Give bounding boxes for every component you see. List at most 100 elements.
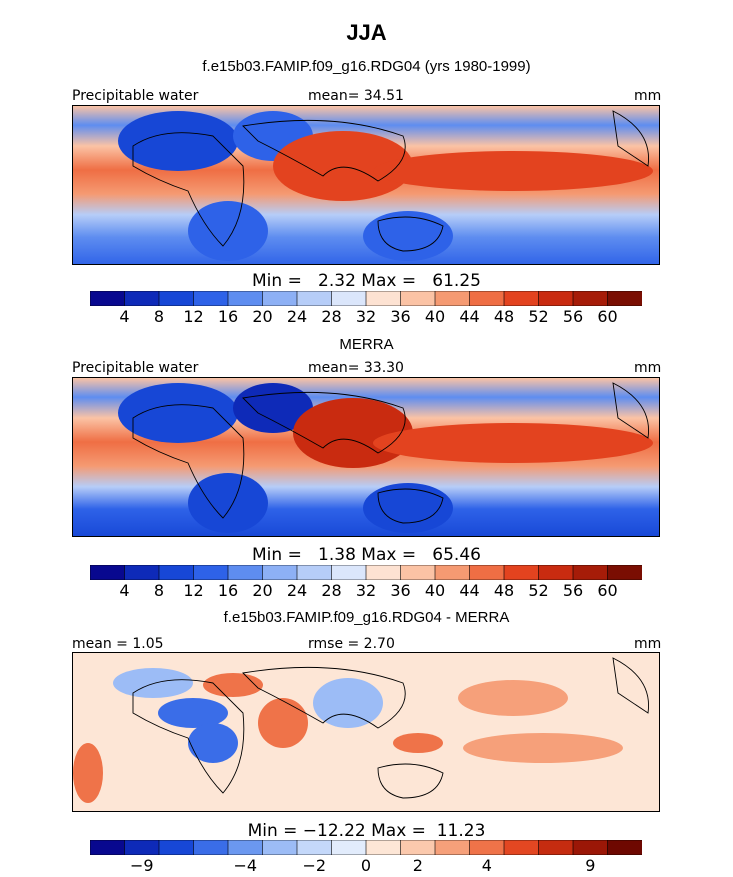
panel2-coast-asia bbox=[242, 391, 406, 454]
colorbar-tick-label: 52 bbox=[528, 581, 549, 600]
panel3-congo-negative bbox=[188, 723, 238, 763]
colorbar-swatch bbox=[124, 840, 160, 855]
colorbar-tick-label: 16 bbox=[217, 581, 239, 600]
panel3-coast-australia bbox=[377, 763, 444, 799]
panel3-east-africa-positive bbox=[258, 698, 308, 748]
colorbar-swatch bbox=[158, 291, 195, 306]
panel2-south-africa-dry bbox=[188, 473, 268, 533]
panel2-pacific-wet bbox=[373, 423, 653, 463]
colorbar-tick-label: 52 bbox=[528, 307, 549, 326]
colorbar-tick-label: 56 bbox=[562, 307, 584, 326]
colorbar-swatch bbox=[503, 565, 540, 580]
colorbar-tick-label: 28 bbox=[321, 307, 342, 326]
panel3-coast-america bbox=[612, 657, 650, 714]
colorbar-swatch bbox=[538, 840, 574, 855]
colorbar-tick-label: 8 bbox=[153, 307, 165, 326]
colorbar-swatch bbox=[262, 565, 298, 580]
panel3-negative-nw bbox=[113, 668, 193, 698]
colorbar-tick-label: 2 bbox=[412, 856, 423, 875]
colorbar-tick-label: 60 bbox=[597, 307, 618, 326]
panel3-map-svg bbox=[73, 653, 659, 811]
colorbar-swatch bbox=[469, 565, 505, 580]
panel3-map bbox=[72, 652, 660, 812]
colorbar-tick-label: −9 bbox=[130, 856, 154, 875]
colorbar-swatch bbox=[365, 565, 402, 580]
colorbar-swatch bbox=[262, 291, 298, 306]
panel3-coast-africa bbox=[132, 679, 245, 794]
panel3-colorbar bbox=[90, 840, 642, 855]
colorbar-tick-label: 40 bbox=[424, 581, 446, 600]
colorbar-tick-label: 48 bbox=[493, 581, 515, 600]
panel2-coast-america bbox=[612, 382, 650, 439]
colorbar-tick-label: 4 bbox=[119, 307, 130, 326]
colorbar-swatch bbox=[296, 291, 333, 306]
panel2-title: MERRA bbox=[339, 336, 394, 353]
colorbar-swatch bbox=[296, 840, 333, 855]
colorbar-tick-label: 40 bbox=[424, 307, 446, 326]
panel1-variable-label: Precipitable water bbox=[72, 88, 199, 104]
panel3-title: f.e15b03.FAMIP.f09_g16.RDG04 - MERRA bbox=[223, 609, 510, 626]
panel2-colorbar-svg bbox=[90, 565, 642, 580]
panel2-coast-africa bbox=[132, 404, 245, 519]
colorbar-tick-label: 48 bbox=[493, 307, 515, 326]
colorbar-swatch bbox=[503, 291, 540, 306]
colorbar-tick-label: 56 bbox=[562, 581, 584, 600]
colorbar-tick-label: 8 bbox=[153, 581, 165, 600]
panel3-north-africa-positive bbox=[203, 673, 263, 697]
colorbar-swatch bbox=[193, 291, 229, 306]
colorbar-swatch bbox=[227, 840, 264, 855]
panel3-maritime-positive bbox=[393, 733, 443, 753]
panel1-coast-africa bbox=[132, 132, 245, 247]
colorbar-tick-label: 20 bbox=[252, 307, 273, 326]
panel1-sahara-dry bbox=[118, 111, 238, 171]
panel1-map bbox=[72, 105, 660, 265]
colorbar-tick-label: 20 bbox=[252, 581, 273, 600]
colorbar-swatch bbox=[538, 565, 574, 580]
panel2-sahara-dry bbox=[118, 383, 238, 443]
colorbar-swatch bbox=[400, 840, 436, 855]
colorbar-tick-label: 12 bbox=[183, 307, 204, 326]
colorbar-swatch bbox=[158, 840, 195, 855]
panel2-units-label: mm bbox=[634, 360, 662, 376]
colorbar-swatch bbox=[262, 840, 298, 855]
colorbar-swatch bbox=[296, 565, 333, 580]
panel1-colorbar-svg bbox=[90, 291, 642, 306]
panel3-sahel-negative bbox=[158, 698, 228, 728]
colorbar-swatch bbox=[572, 565, 609, 580]
panel1-south-africa-dry bbox=[188, 201, 268, 261]
panel3-spacific-positive bbox=[463, 733, 623, 763]
colorbar-tick-label: 44 bbox=[459, 307, 480, 326]
panel1-minmax: Min = 2.32 Max = 61.25 bbox=[252, 271, 481, 291]
colorbar-swatch bbox=[469, 291, 505, 306]
panel1-colorbar-ticks: 4 8 12 16 20 24 28 32 36 40 44 48 52 56 60 bbox=[90, 307, 642, 327]
colorbar-tick-label: 36 bbox=[390, 307, 411, 326]
panel2-colorbar-ticks: 4 8 12 16 20 24 28 32 36 40 44 48 52 56 60 bbox=[90, 581, 642, 601]
panel3-units-label: mm bbox=[634, 636, 662, 652]
colorbar-tick-label: 16 bbox=[217, 307, 239, 326]
colorbar-swatch bbox=[193, 565, 229, 580]
colorbar-tick-label: 0 bbox=[360, 856, 372, 875]
colorbar-swatch bbox=[607, 840, 642, 855]
colorbar-swatch bbox=[90, 840, 126, 855]
panel1-coast-america bbox=[612, 110, 650, 167]
colorbar-swatch bbox=[158, 565, 195, 580]
colorbar-tick-label: 32 bbox=[355, 581, 377, 600]
panel1-colorbar bbox=[90, 291, 642, 306]
panel1-australia-dry bbox=[363, 211, 453, 261]
panel2-map bbox=[72, 377, 660, 537]
colorbar-swatch bbox=[434, 565, 471, 580]
figure-title: JJA bbox=[346, 20, 387, 45]
colorbar-tick-label: 4 bbox=[119, 581, 130, 600]
colorbar-tick-label: 36 bbox=[390, 581, 411, 600]
panel3-minmax: Min = −12.22 Max = 11.23 bbox=[247, 821, 486, 841]
panel2-coast-australia bbox=[377, 488, 444, 524]
colorbar-swatch bbox=[365, 291, 402, 306]
panel3-colorbar-ticks: −9 −4 −2 0 2 4 9 bbox=[90, 856, 642, 876]
panel1-monsoon-wet bbox=[273, 131, 413, 201]
colorbar-tick-label: 32 bbox=[355, 307, 377, 326]
panel3-india-negative bbox=[313, 678, 383, 728]
colorbar-tick-label: 24 bbox=[286, 581, 308, 600]
panel3-colorbar-svg bbox=[90, 840, 642, 855]
colorbar-swatch bbox=[227, 565, 264, 580]
colorbar-swatch bbox=[331, 840, 367, 855]
